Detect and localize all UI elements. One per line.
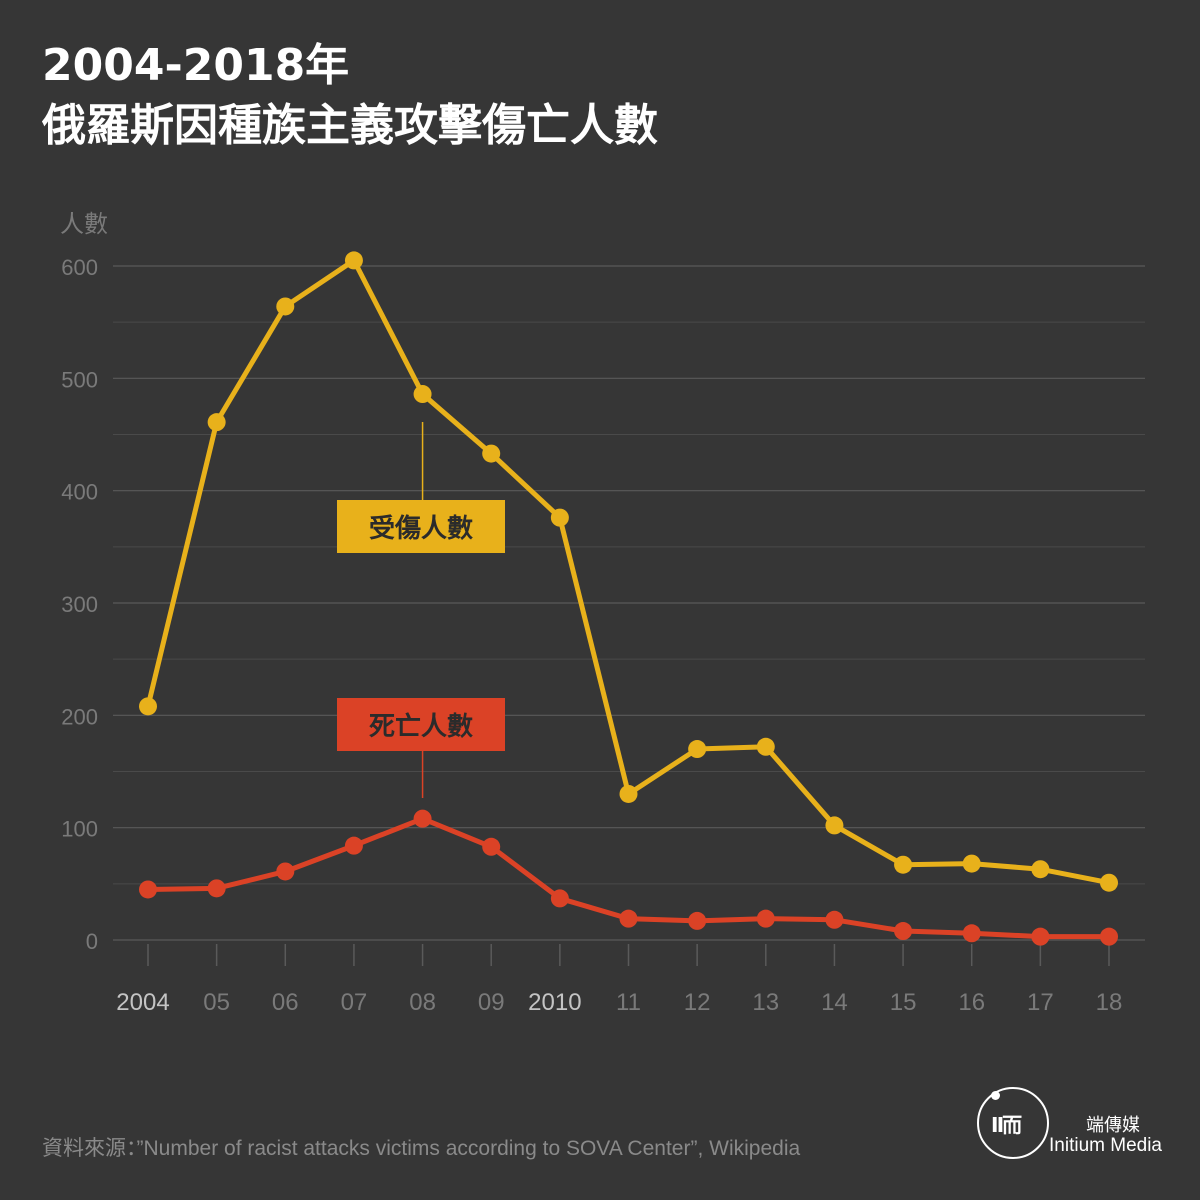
y-axis-label: 人數	[60, 210, 108, 238]
deaths-data-point	[825, 910, 844, 929]
deaths-data-point	[1100, 927, 1118, 946]
x-tick-label: 2010	[528, 989, 581, 1016]
x-tick-label: 06	[272, 989, 299, 1016]
injured-data-point	[550, 508, 569, 527]
injured-data-point	[413, 385, 432, 404]
deaths-data-point	[344, 836, 363, 855]
deaths-data-point	[688, 911, 707, 930]
logo-glyph: Ⅱ而	[991, 1113, 1022, 1137]
injured-data-point	[619, 784, 638, 803]
injured-data-point	[207, 413, 226, 432]
logo-name-en: Initium Media	[1049, 1135, 1162, 1156]
x-tick-label: 11	[616, 989, 641, 1016]
injured-data-point	[825, 816, 844, 835]
injured-data-point	[139, 697, 157, 716]
injured-data-point	[962, 854, 981, 873]
title-line-2: 俄羅斯因種族主義攻擊傷亡人數	[42, 100, 658, 151]
x-tick-label: 14	[821, 989, 848, 1016]
x-tick-label: 15	[890, 989, 917, 1016]
y-tick-label: 500	[61, 367, 98, 392]
deaths-data-point	[619, 909, 638, 928]
injured-data-point	[344, 251, 363, 270]
injured-data-point	[688, 740, 707, 759]
title-line-1: 2004-2018年	[42, 40, 350, 91]
injured-data-point	[482, 444, 501, 463]
deaths-label-box	[337, 698, 505, 751]
injured-label-text: 受傷人數	[369, 513, 473, 544]
deaths-data-point	[276, 862, 295, 881]
source-note: 資料來源：”Number of racist attacks victims a…	[42, 1137, 801, 1160]
logo-name-cn: 端傳媒	[1086, 1115, 1140, 1136]
x-tick-label: 09	[478, 989, 505, 1016]
x-tick-label: 13	[752, 989, 779, 1016]
y-tick-label: 200	[61, 704, 98, 729]
deaths-data-point	[413, 809, 432, 828]
injured-label-box	[337, 500, 505, 553]
x-tick-label: 16	[958, 989, 985, 1016]
deaths-data-point	[550, 889, 569, 908]
injured-data-point	[1031, 860, 1050, 879]
deaths-data-point	[894, 922, 913, 941]
y-tick-label: 400	[61, 480, 98, 505]
deaths-data-point	[207, 879, 226, 898]
x-tick-label: 12	[684, 989, 711, 1016]
y-tick-label: 0	[86, 929, 98, 954]
x-tick-label: 2004	[116, 989, 169, 1016]
logo-circle: Ⅱ而	[977, 1087, 1049, 1159]
x-tick-label: 07	[341, 989, 368, 1016]
x-tick-label: 17	[1027, 989, 1054, 1016]
deaths-data-point	[1031, 927, 1050, 946]
deaths-data-point	[139, 880, 157, 899]
injured-data-point	[1100, 873, 1118, 892]
logo: Ⅱ而 端傳媒 Initium Media	[975, 1085, 1165, 1165]
y-tick-label: 100	[61, 817, 98, 842]
deaths-data-point	[756, 909, 775, 928]
x-tick-label: 05	[203, 989, 230, 1016]
y-tick-label: 600	[61, 255, 98, 280]
deaths-label-text: 死亡人數	[369, 711, 473, 742]
chart-title: 2004-2018年 俄羅斯因種族主義攻擊傷亡人數	[42, 36, 658, 156]
x-tick-label: 18	[1096, 989, 1123, 1016]
y-tick-label: 300	[61, 592, 98, 617]
injured-data-point	[756, 737, 775, 756]
deaths-data-point	[482, 837, 501, 856]
injured-data-point	[894, 855, 913, 874]
logo-dot	[991, 1091, 1000, 1100]
deaths-data-point	[962, 924, 981, 943]
x-tick-label: 08	[409, 989, 436, 1016]
injured-data-point	[276, 297, 295, 316]
